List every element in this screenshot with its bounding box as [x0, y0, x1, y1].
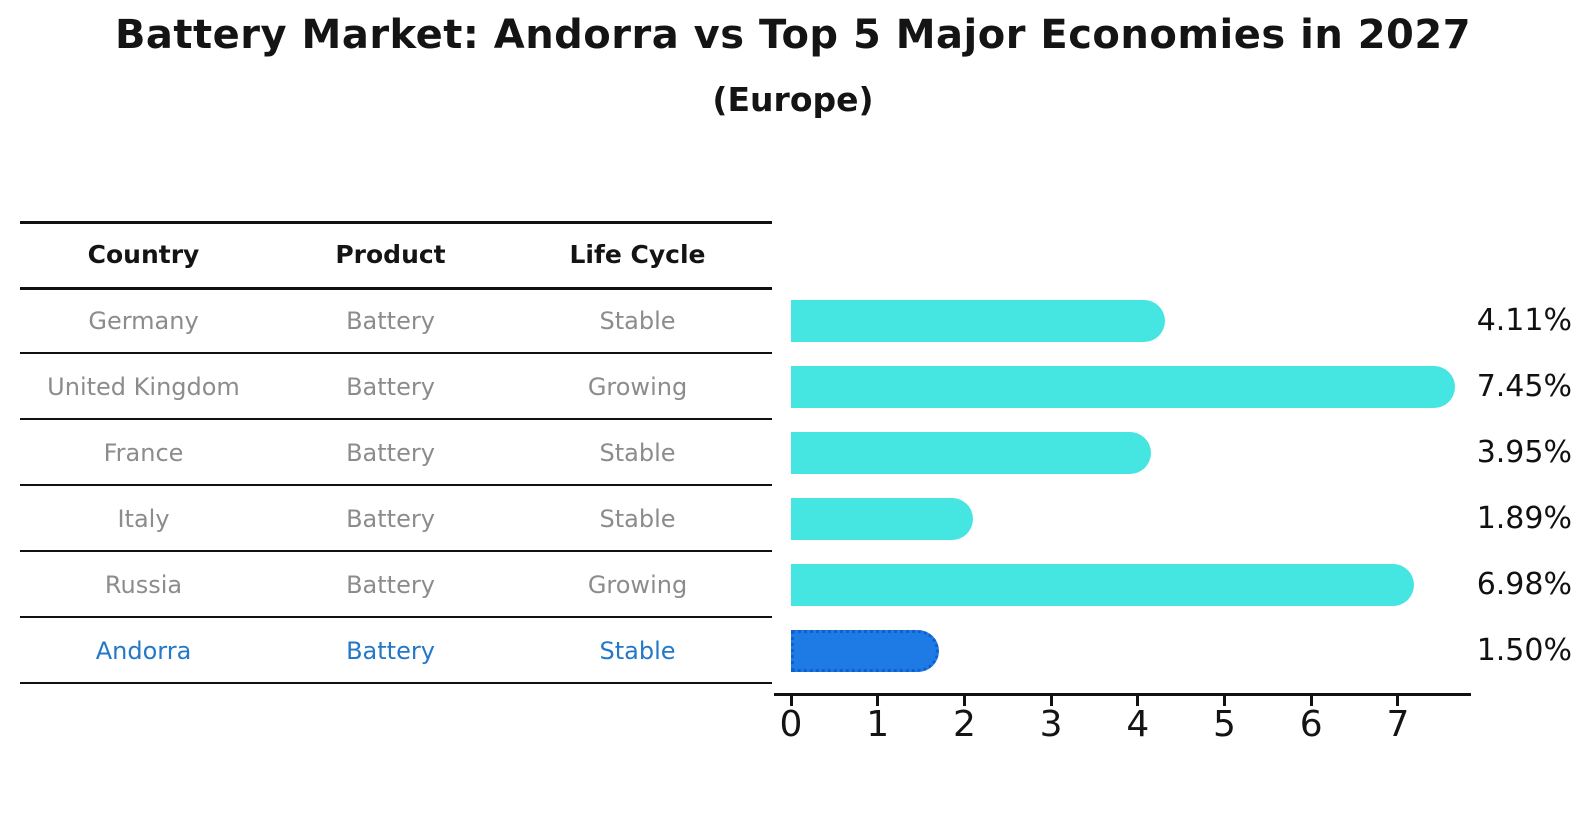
x-axis-line	[774, 693, 1471, 696]
x-tick	[876, 695, 880, 706]
table-header-underline	[20, 287, 772, 290]
x-tick	[1309, 695, 1313, 706]
country-cell: Russia	[104, 571, 183, 599]
country-cell: Andorra	[95, 637, 192, 665]
product-cell: Battery	[346, 307, 435, 335]
product-cell: Battery	[346, 439, 435, 467]
life-cycle-cell: Stable	[599, 505, 676, 533]
market-share-bar	[791, 564, 1415, 606]
value-label: 4.11%	[1476, 303, 1572, 338]
row-separator	[20, 418, 772, 420]
chart-subtitle: (Europe)	[712, 80, 874, 119]
column-header-product: Product	[335, 240, 446, 269]
table-row: United Kingdom Battery Growing 7.45%	[0, 354, 1586, 420]
market-share-bar	[791, 498, 973, 540]
value-label: 1.50%	[1476, 633, 1572, 668]
life-cycle-cell: Growing	[587, 373, 688, 401]
x-tick-label: 5	[1213, 704, 1236, 745]
row-separator	[20, 550, 772, 552]
x-tick-label: 7	[1386, 704, 1410, 745]
x-tick	[1396, 695, 1400, 706]
value-label: 3.95%	[1476, 435, 1572, 470]
life-cycle-cell: Stable	[599, 439, 676, 467]
x-tick	[1223, 695, 1226, 706]
value-label: 6.98%	[1476, 567, 1572, 602]
table-row: Russia Battery Growing 6.98%	[0, 552, 1586, 618]
x-tick	[962, 695, 966, 706]
x-tick-label: 2	[952, 704, 976, 745]
table-row: France Battery Stable 3.95%	[0, 420, 1586, 486]
market-share-bar	[791, 300, 1166, 342]
x-tick-label: 4	[1126, 704, 1150, 745]
product-cell: Battery	[346, 373, 435, 401]
product-cell: Battery	[346, 637, 435, 665]
value-label: 1.89%	[1476, 501, 1572, 536]
value-label: 7.45%	[1476, 369, 1572, 404]
row-separator	[20, 682, 772, 684]
table-top-border	[20, 221, 772, 224]
x-tick	[1049, 695, 1053, 706]
row-separator	[20, 616, 772, 618]
column-header-life-cycle: Life Cycle	[569, 240, 706, 269]
table-row: Germany Battery Stable 4.11%	[0, 288, 1586, 354]
x-tick-label: 1	[866, 704, 890, 745]
table-row: Andorra Battery Stable 1.50%	[0, 618, 1586, 684]
country-cell: United Kingdom	[47, 373, 240, 401]
row-separator	[20, 484, 772, 486]
product-cell: Battery	[346, 505, 435, 533]
x-tick	[789, 695, 793, 706]
chart-title: Battery Market: Andorra vs Top 5 Major E…	[114, 12, 1472, 58]
life-cycle-cell: Stable	[599, 307, 676, 335]
country-cell: Germany	[88, 307, 199, 335]
country-cell: France	[103, 439, 184, 467]
market-share-bar	[791, 366, 1455, 408]
row-separator	[20, 352, 772, 354]
column-header-country: Country	[87, 240, 200, 269]
x-tick-label: 6	[1299, 704, 1323, 745]
market-share-bar	[791, 630, 940, 672]
table-row: Italy Battery Stable 1.89%	[0, 486, 1586, 552]
country-cell: Italy	[117, 505, 170, 533]
x-tick-label: 3	[1039, 704, 1063, 745]
market-share-bar	[791, 432, 1152, 474]
x-tick-label: 0	[779, 704, 803, 745]
life-cycle-cell: Stable	[599, 637, 676, 665]
life-cycle-cell: Growing	[587, 571, 688, 599]
x-tick	[1136, 695, 1140, 706]
product-cell: Battery	[346, 571, 435, 599]
